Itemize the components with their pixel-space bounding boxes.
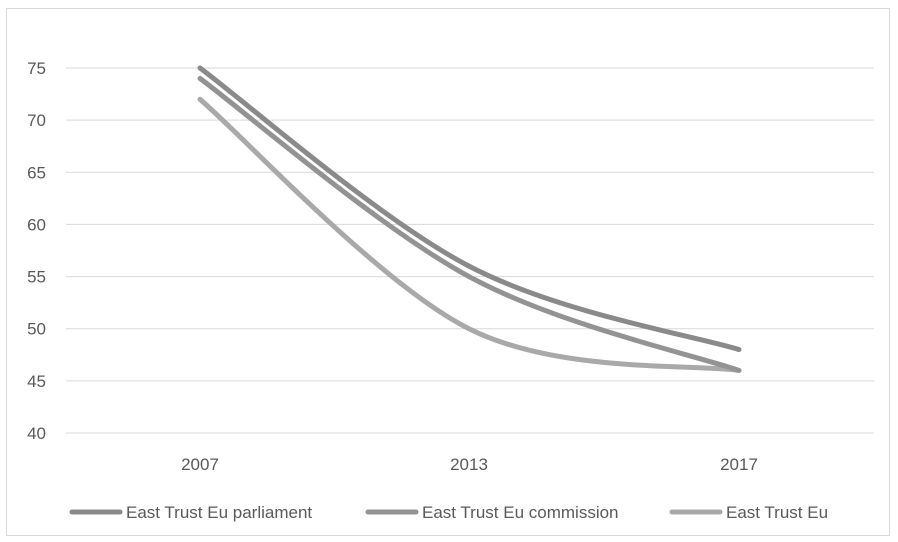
series-line: [197, 75, 742, 373]
gridlines: [66, 67, 874, 434]
y-axis-ticks: 40 45 50 55 60 65 70 75: [27, 59, 46, 443]
series-line: [197, 96, 742, 373]
x-tick-label: 2017: [720, 455, 758, 474]
legend-label: East Trust Eu commission: [422, 503, 619, 522]
y-tick-label: 60: [27, 215, 46, 234]
y-tick-label: 45: [27, 372, 46, 391]
y-tick-label: 40: [27, 424, 46, 443]
series-lines: [197, 65, 742, 373]
y-tick-label: 65: [27, 163, 46, 182]
legend-label: East Trust Eu parliament: [126, 503, 312, 522]
series-line: [197, 65, 742, 353]
chart-frame: [6, 8, 890, 536]
x-tick-label: 2007: [181, 455, 219, 474]
y-tick-label: 75: [27, 59, 46, 78]
x-tick-label: 2013: [450, 455, 488, 474]
x-axis-ticks: 2007 2013 2017: [181, 455, 758, 474]
legend: East Trust Eu parliament East Trust Eu co…: [69, 503, 828, 522]
legend-label: East Trust Eu: [726, 503, 828, 522]
y-tick-label: 50: [27, 320, 46, 339]
y-tick-label: 55: [27, 268, 46, 287]
y-tick-label: 70: [27, 111, 46, 130]
